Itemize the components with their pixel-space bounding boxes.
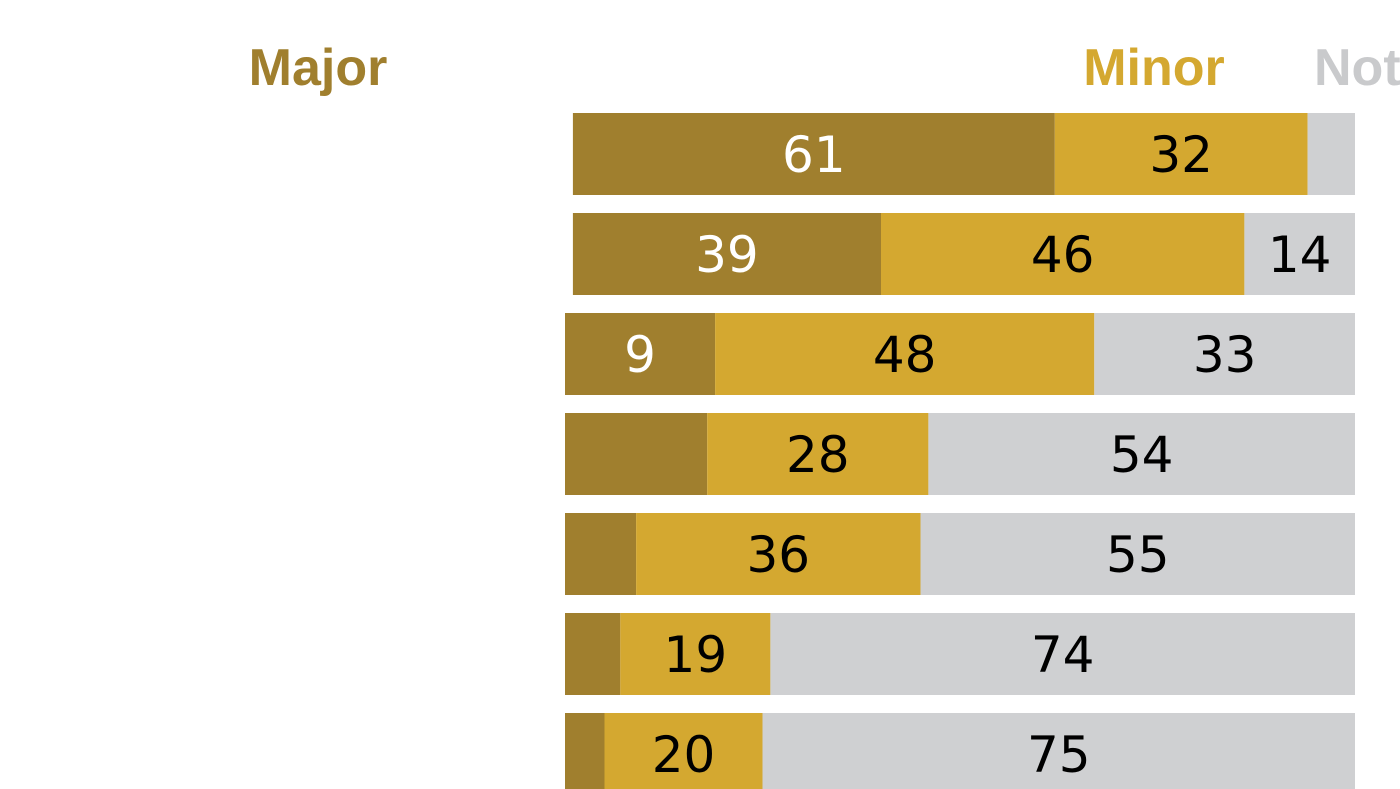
data-labels: 61 32 39 46 14 9 48 33 28 54 36 55 19 74 20 75	[624, 126, 1331, 784]
data-label-not-row-2: 14	[1268, 226, 1332, 284]
legend-not: Not	[1314, 39, 1400, 97]
bar-segment-major-row-6	[565, 613, 621, 695]
bar-segment-not-row-1	[1307, 113, 1355, 195]
bars	[565, 113, 1355, 789]
bar-segment-not-row-3	[1094, 313, 1355, 395]
bar-segment-not-row-4	[928, 413, 1355, 495]
bar-segment-minor-row-6	[620, 613, 771, 695]
data-label-minor-row-6: 19	[664, 626, 728, 684]
data-label-minor-row-7: 20	[652, 726, 716, 784]
data-label-minor-row-2: 46	[1031, 226, 1095, 284]
bar-segment-minor-row-4	[707, 413, 929, 495]
data-label-not-row-5: 55	[1106, 526, 1170, 584]
data-label-not-row-3: 33	[1193, 326, 1257, 384]
bar-segment-major-row-7	[565, 713, 605, 789]
data-label-not-row-4: 54	[1110, 426, 1174, 484]
data-label-minor-row-1: 32	[1149, 126, 1213, 184]
bar-segment-not-row-7	[762, 713, 1355, 789]
bar-segment-major-row-1	[572, 113, 1055, 195]
legend-major: Major	[249, 39, 388, 97]
data-label-major-row-2: 39	[695, 226, 759, 284]
data-label-major-row-1: 61	[782, 126, 846, 184]
legend: Major Minor Not	[249, 39, 1400, 97]
data-label-major-row-3: 9	[624, 326, 656, 384]
bar-segment-minor-row-5	[636, 513, 921, 595]
bar-segment-minor-row-7	[604, 713, 763, 789]
bar-segment-major-row-5	[565, 513, 637, 595]
data-label-minor-row-3: 48	[873, 326, 937, 384]
bar-segment-minor-row-1	[1054, 113, 1308, 195]
bar-segment-major-row-2	[572, 213, 881, 295]
bar-segment-not-row-5	[920, 513, 1355, 595]
data-label-minor-row-4: 28	[786, 426, 850, 484]
data-label-minor-row-5: 36	[746, 526, 810, 584]
bar-segment-major-row-4	[565, 413, 708, 495]
bar-segment-not-row-2	[1244, 213, 1355, 295]
bar-segment-minor-row-3	[715, 313, 1095, 395]
legend-minor: Minor	[1083, 39, 1225, 97]
bar-segment-not-row-6	[770, 613, 1355, 695]
bar-segment-major-row-3	[565, 313, 716, 395]
bar-segment-minor-row-2	[881, 213, 1245, 295]
data-label-not-row-7: 75	[1027, 726, 1091, 784]
data-label-not-row-6: 74	[1031, 626, 1095, 684]
